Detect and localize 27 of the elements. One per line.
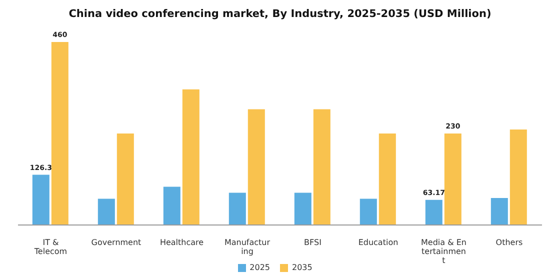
x-tick-label: Healthcare [160,238,204,247]
bar [228,192,246,225]
bar [360,198,377,225]
bar [182,89,200,225]
bar [425,200,442,225]
bar [490,198,508,225]
bar [98,198,115,225]
bar [510,130,527,225]
x-tick-label: Others [496,238,523,247]
x-tick-label: Government [91,238,142,247]
chart-title: China video conferencing market, By Industry, 2025-2035 (USD Million) [68,8,492,22]
bar [32,174,50,225]
bar [248,109,265,225]
bar [163,186,180,225]
bar [444,134,462,225]
x-tick-label: BFSI [304,238,322,247]
x-tick-label: IT & Telecom [33,238,68,256]
bar [51,42,68,225]
bar [294,192,312,225]
legend-label: 2025 [250,263,270,272]
bar [313,109,330,225]
x-tick-label: Education [358,238,398,247]
bar [378,134,396,225]
x-tick-label: Manufacturing [224,238,271,256]
bar [116,134,134,225]
legend-label: 2035 [292,263,312,272]
x-tick-label: Media & Entertainment [421,238,466,265]
